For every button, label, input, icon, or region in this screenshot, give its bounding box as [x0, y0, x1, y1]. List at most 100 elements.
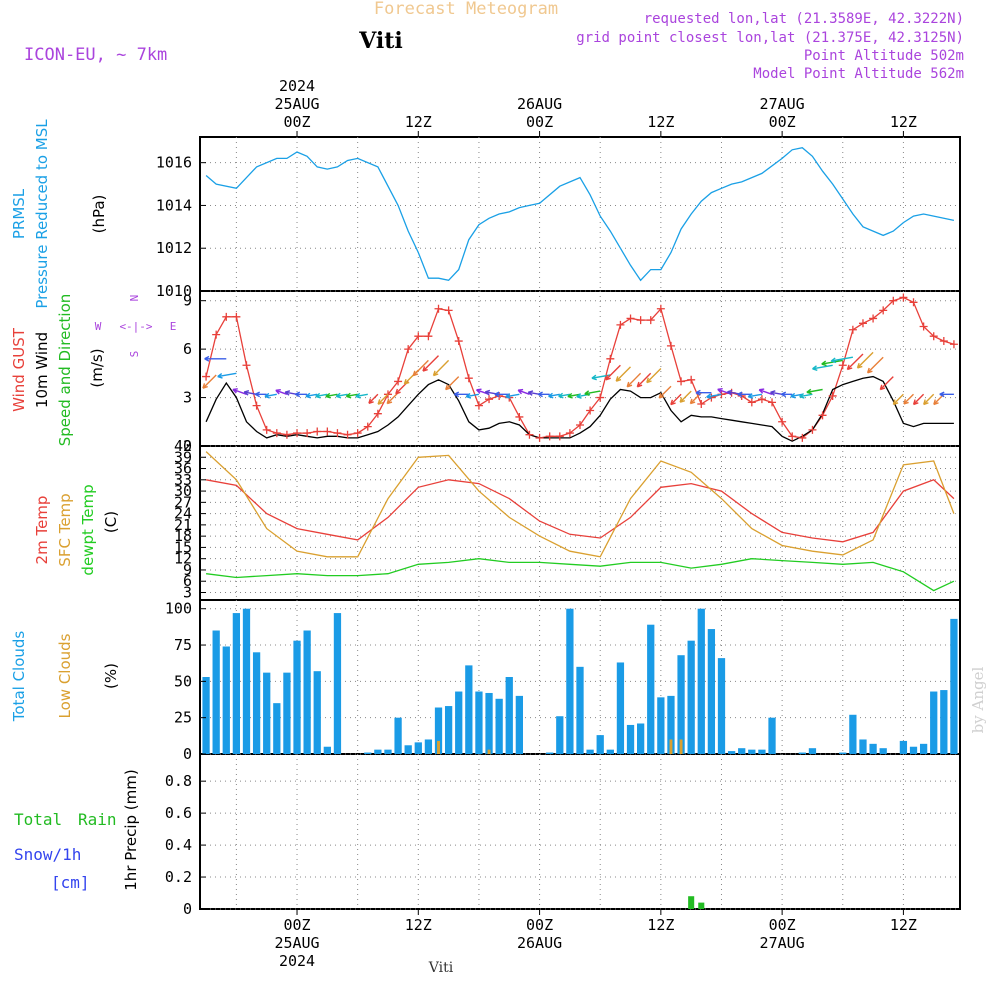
total-cloud-bar	[546, 752, 554, 754]
gust-marker	[818, 411, 827, 420]
total-cloud-bar	[424, 739, 433, 754]
bottom-hour-label: 12Z	[405, 916, 432, 934]
top-year-label: 2024	[279, 77, 315, 95]
top-date-label: 25AUG	[274, 95, 319, 113]
gust-marker	[828, 391, 837, 400]
total-cloud-bar	[950, 618, 958, 754]
y-tick-label: 27	[174, 493, 192, 511]
y-tick-label: 39	[174, 448, 192, 466]
total-cloud-bar	[647, 624, 655, 754]
gust-marker	[626, 314, 635, 323]
gust-marker	[869, 314, 878, 323]
wind-direction-arrow	[679, 390, 692, 403]
total-cloud-bar	[586, 749, 594, 754]
gust-marker	[697, 400, 706, 409]
wind-direction-arrow	[368, 393, 379, 404]
total-cloud-bar	[455, 691, 463, 754]
total-cloud-bar	[242, 608, 251, 754]
gust-marker	[464, 374, 473, 383]
y-tick-label: 50	[174, 672, 192, 690]
wind-direction-arrow	[232, 388, 247, 395]
low-cloud-bar	[679, 739, 683, 754]
gust-marker	[424, 332, 433, 341]
gust-marker	[454, 337, 463, 346]
gust-marker	[293, 429, 302, 438]
y-tick-label: 0.4	[165, 836, 192, 854]
dewpt-line	[206, 558, 955, 592]
total-cloud-bar	[374, 749, 382, 754]
total-cloud-bar	[293, 640, 301, 754]
total-cloud-bar	[717, 658, 726, 754]
pressure-line	[205, 146, 955, 282]
top-hour-label: 12Z	[890, 113, 917, 131]
p1-label-unit: (hPa)	[90, 195, 108, 234]
gust-marker	[252, 401, 261, 410]
gust-marker	[949, 340, 958, 349]
wind-direction-arrow	[432, 359, 450, 377]
model-point-altitude: Model Point Altitude 562m	[753, 66, 964, 82]
wind-direction-arrow	[584, 390, 601, 396]
p3-label-dewpt: dewpt Temp	[79, 484, 97, 575]
gust-marker	[838, 361, 847, 370]
y-tick-label: 1012	[156, 239, 192, 257]
panel-frame-1	[199, 136, 961, 292]
wind-direction-arrow	[892, 393, 904, 406]
y-tick-label: 18	[174, 527, 192, 545]
gust-marker	[485, 395, 494, 404]
wind-direction-arrow	[770, 390, 783, 396]
p4-label-total: Total Clouds	[10, 631, 28, 723]
footer-location: Viti	[428, 960, 454, 976]
total-cloud-bar	[505, 677, 513, 754]
low-cloud-bar	[437, 740, 440, 754]
gust-line	[205, 296, 955, 439]
total-cloud-bar	[657, 697, 665, 754]
top-hour-label: 00Z	[526, 113, 553, 131]
wind-line	[205, 375, 954, 442]
gust-marker	[444, 306, 453, 315]
total-cloud-bar	[849, 714, 857, 754]
rain-bar	[698, 902, 705, 909]
gust-marker	[535, 433, 544, 442]
total-cloud-bar	[444, 706, 453, 754]
gust-marker	[889, 296, 898, 305]
gust-marker	[272, 429, 281, 438]
gust-marker	[313, 427, 322, 436]
total-cloud-bar	[707, 629, 716, 754]
p1-label-pressure: Pressure Reduced to MSL	[33, 119, 51, 309]
wind-direction-arrow	[670, 393, 682, 406]
p5-label-snow: Snow/1h	[14, 845, 81, 864]
wind-direction-arrow	[758, 388, 773, 395]
wind-direction-arrow	[912, 393, 925, 406]
total-cloud-bar	[808, 748, 817, 754]
gust-marker	[515, 412, 524, 421]
top-date-label: 27AUG	[760, 95, 805, 113]
gust-marker	[879, 306, 888, 315]
y-tick-label: 0	[183, 900, 192, 918]
wind-direction-arrow	[615, 366, 631, 382]
y-tick-label: 9	[183, 292, 192, 310]
y-tick-label: 0.2	[165, 868, 192, 886]
wind-direction-arrow	[422, 355, 439, 372]
wind-direction-arrow	[939, 391, 954, 398]
rain-bar	[688, 896, 695, 909]
wind-direction-arrow	[254, 391, 267, 398]
total-cloud-bar	[879, 748, 887, 754]
wind-direction-arrow	[284, 390, 298, 396]
gust-marker	[576, 421, 584, 430]
wind-direction-arrow	[527, 390, 540, 396]
y-tick-label: 1014	[156, 196, 192, 214]
total-cloud-bar	[222, 646, 230, 754]
y-tick-label: 15	[174, 538, 192, 556]
total-cloud-bar	[394, 717, 402, 754]
total-cloud-bar	[434, 707, 443, 754]
wind-direction-arrow	[386, 392, 399, 405]
point-altitude: Point Altitude 502m	[804, 48, 964, 64]
wind-direction-arrow	[695, 389, 712, 396]
wind-direction-arrow	[879, 376, 894, 391]
y-tick-label: 0.6	[165, 804, 192, 822]
wind-direction-arrow	[445, 376, 460, 391]
total-cloud-bar	[637, 723, 645, 754]
gust-marker	[636, 316, 645, 325]
gust-marker	[899, 293, 908, 302]
